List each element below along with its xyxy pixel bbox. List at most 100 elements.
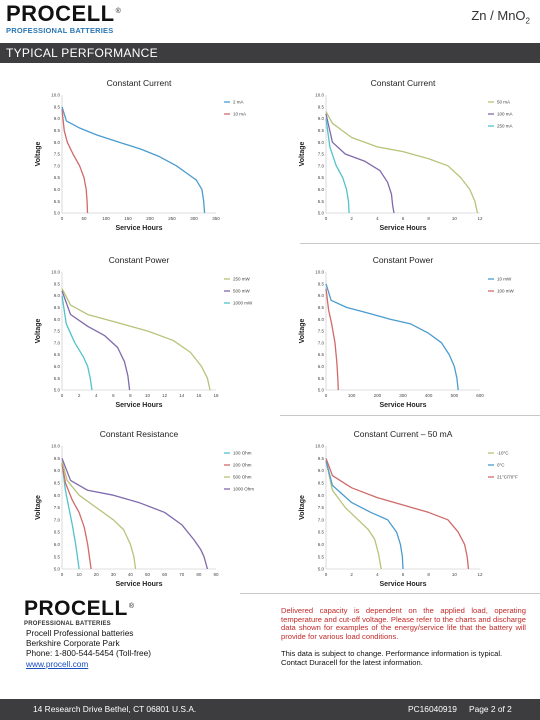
x-tick-label: 0 [325,216,328,221]
x-tick-label: 6 [112,393,115,398]
y-tick-label: 8.0 [54,493,61,498]
series-line [325,460,404,570]
y-tick-label: 6.0 [318,187,325,192]
document-code: PC16040919 [408,704,457,714]
series-line [61,460,137,570]
y-tick-label: 8.5 [318,128,325,133]
y-tick-label: 7.0 [54,340,61,345]
brand-logo-bottom: PROCELL® PROFESSIONAL BATTERIES [24,598,135,628]
chart-title: Constant Resistance [100,429,179,439]
x-tick-label: 18 [213,393,219,398]
x-tick-label: 400 [425,393,433,398]
legend-label: 1000 mW [233,301,253,306]
series-line [61,288,211,391]
y-tick-label: 8.5 [54,481,61,486]
y-tick-label: 6.0 [318,364,325,369]
x-tick-label: 8 [427,216,430,221]
x-axis-label: Service Hours [379,402,426,409]
footer-address: 14 Research Drive Bethel, CT 06801 U.S.A… [33,704,197,714]
x-tick-label: 2 [350,572,353,577]
x-tick-label: 2 [350,216,353,221]
y-tick-label: 6.0 [54,542,61,547]
x-tick-label: 0 [61,393,64,398]
x-tick-label: 0 [61,216,64,221]
x-tick-label: 100 [348,393,356,398]
y-tick-label: 9.5 [318,281,325,286]
divider-row-1 [300,243,540,244]
x-tick-label: 12 [477,572,483,577]
series-line [61,109,89,214]
series-line [325,458,470,570]
x-tick-label: 60 [162,572,168,577]
y-tick-label: 8.0 [54,140,61,145]
x-tick-label: 14 [179,393,185,398]
x-tick-label: 4 [376,216,379,221]
y-tick-label: 7.5 [54,505,61,510]
legend-label: 50 mA [497,100,510,105]
y-tick-label: 9.5 [54,281,61,286]
x-tick-label: 20 [94,572,100,577]
x-tick-label: 50 [81,216,87,221]
series-line [325,288,339,391]
y-tick-label: 9.5 [318,456,325,461]
legend-label: 200 Ohm [233,463,252,468]
y-tick-label: 8.5 [54,305,61,310]
y-tick-label: 7.0 [318,163,325,168]
chart-constant-current-right: Constant Current 5.0 5.5 6.0 6.5 7.0 7.5 8.0 8.5… [299,78,513,232]
x-axis-label: Service Hours [379,581,426,588]
x-tick-label: 8 [129,393,132,398]
x-tick-label: 350 [212,216,220,221]
y-tick-label: 6.0 [318,542,325,547]
y-axis-label: Voltage [35,142,42,167]
legend-label: 21°C/70°F [497,475,518,480]
capacity-note: Delivered capacity is dependent on the a… [281,606,526,641]
legend-label: 250 mW [233,277,251,282]
legend-label: 10 mW [497,277,512,282]
x-tick-label: 12 [477,216,483,221]
y-tick-label: 8.5 [318,481,325,486]
series-line [325,113,395,214]
y-tick-label: 6.5 [318,530,325,535]
y-tick-label: 5.5 [318,376,325,381]
y-tick-label: 9.0 [318,468,325,473]
x-tick-label: 200 [146,216,154,221]
y-tick-label: 8.0 [318,317,325,322]
x-axis-label: Service Hours [115,581,162,588]
chart-constant-current-left: Constant Current 5.0 5.5 6.0 6.5 7.0 7.5 8.0 8.5… [35,78,246,232]
legend-label: 100 Ohm [233,451,252,456]
chart-title: Constant Current [371,78,436,88]
x-tick-label: 8 [427,572,430,577]
y-tick-label: 7.0 [54,163,61,168]
x-tick-label: 2 [78,393,81,398]
y-axis-label: Voltage [299,142,306,167]
brand-wordmark: PROCELL® [6,1,122,26]
y-tick-label: 6.0 [54,364,61,369]
y-tick-label: 9.5 [54,456,61,461]
legend-label: 2 mA [233,100,244,105]
chart-constant-power-left: Constant Power 5.0 5.5 6.0 6.5 7.0 7.5 8.0 8.5 9.… [35,255,253,409]
y-tick-label: 9.0 [54,468,61,473]
x-tick-label: 250 [168,216,176,221]
x-tick-label: 0 [61,572,64,577]
y-tick-label: 10.0 [315,444,324,449]
y-tick-label: 5.5 [318,199,325,204]
y-axis-label: Voltage [35,319,42,344]
y-tick-label: 5.0 [54,388,61,393]
series-line [325,460,382,570]
x-tick-label: 4 [95,393,98,398]
website-link[interactable]: www.procell.com [26,658,89,669]
x-tick-label: 50 [145,572,151,577]
brand-tagline-bottom: PROFESSIONAL BATTERIES [24,621,111,627]
x-tick-label: 90 [213,572,219,577]
brand-logo-top: PROCELL® PROFESSIONAL BATTERIES [6,1,122,36]
y-tick-label: 10.0 [51,93,60,98]
section-title: TYPICAL PERFORMANCE [6,46,158,60]
x-tick-label: 16 [196,393,202,398]
y-tick-label: 8.5 [54,128,61,133]
y-tick-label: 9.0 [54,116,61,121]
legend-label: 500 Ohm [233,475,252,480]
x-tick-label: 0 [325,393,328,398]
y-axis-label: Voltage [35,495,42,520]
y-tick-label: 6.5 [54,175,61,180]
contact-phone: Phone: 1-800-544-5454 (Toll-free) [26,648,151,659]
